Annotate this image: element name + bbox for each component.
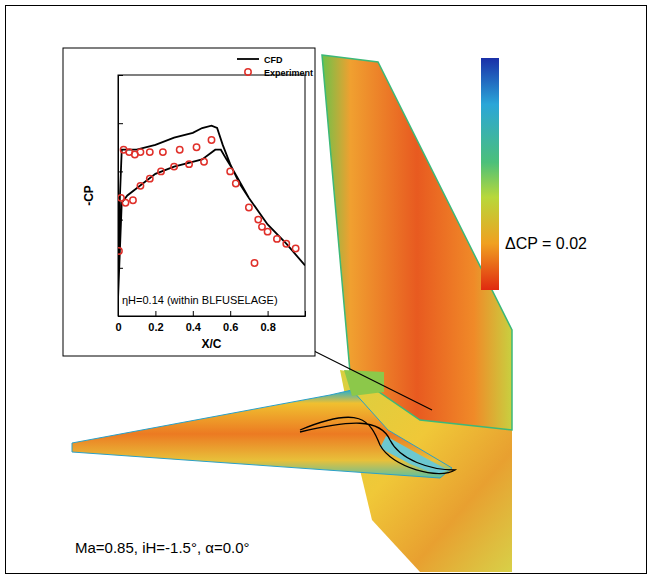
plot-area <box>118 126 305 300</box>
x-axis-title: X/C <box>201 337 221 351</box>
data-point <box>158 168 164 174</box>
section-cut <box>300 417 455 473</box>
y-tick <box>118 123 123 124</box>
data-line <box>118 126 305 300</box>
x-tick-label: 0 <box>115 321 121 333</box>
y-tick <box>118 316 123 317</box>
data-point <box>259 224 265 230</box>
x-tick: 0.8 <box>260 311 275 333</box>
x-tick: 0.4 <box>186 311 202 333</box>
data-point <box>292 245 298 251</box>
data-point <box>160 149 166 155</box>
y-tick-mark <box>118 316 123 317</box>
legend-symbol <box>237 58 259 60</box>
data-point <box>264 228 270 234</box>
data-point <box>171 163 177 169</box>
vertical-tail <box>322 55 512 430</box>
data-point <box>177 147 183 153</box>
data-point <box>274 236 280 242</box>
data-point <box>130 197 136 203</box>
x-tick-label: 0.8 <box>260 321 275 333</box>
x-tick: 0.2 <box>148 311 163 333</box>
y-axis-title: -CP <box>82 185 96 206</box>
y-tick-mark <box>118 123 123 124</box>
data-point <box>147 175 153 181</box>
legend-label: CFD <box>264 55 283 65</box>
color-bar <box>481 58 499 290</box>
y-tick-mark <box>118 75 123 76</box>
x-tick-mark <box>268 311 269 316</box>
x-tick-label: 0.4 <box>186 321 202 333</box>
data-point <box>193 144 199 150</box>
inset-frame <box>63 48 315 356</box>
data-point <box>118 248 122 254</box>
legend-label: Experiment <box>264 68 313 78</box>
data-point <box>251 260 257 266</box>
arrow <box>300 344 432 410</box>
legend-symbol <box>245 69 251 75</box>
x-tick: 0.6 <box>223 311 238 333</box>
station-label: ηH=0.14 (within BLFUSELAGE) <box>122 294 278 306</box>
x-tick-label: 0.6 <box>223 321 238 333</box>
x-tick-mark <box>230 311 231 316</box>
data-point <box>137 149 143 155</box>
data-point <box>233 180 239 186</box>
data-point <box>255 216 261 222</box>
horizontal-tail <box>72 390 452 478</box>
x-tick-mark <box>193 311 194 316</box>
frame <box>6 6 647 574</box>
data-point <box>186 161 192 167</box>
x-tick-mark <box>155 311 156 316</box>
data-point <box>122 200 128 206</box>
plot-frame <box>118 75 305 316</box>
condition-label: Ma=0.85, iH=-1.5°, α=0.0° <box>75 539 250 556</box>
figure: ΔCP = 0.02Ma=0.85, iH=-1.5°, α=0.0°00.20… <box>0 0 652 579</box>
data-point <box>246 204 252 210</box>
x-tick-label: 0.2 <box>148 321 163 333</box>
colorbar-label: ΔCP = 0.02 <box>505 235 587 252</box>
data-point <box>201 159 207 165</box>
data-point <box>227 168 233 174</box>
data-point <box>137 183 143 189</box>
data-point <box>208 137 214 143</box>
data-point <box>147 149 153 155</box>
x-axis: 0 0.2 0.4 0.6 0.8 <box>115 311 305 333</box>
x-axis-line <box>119 311 306 317</box>
legend: CFD Experiment <box>237 55 313 78</box>
y-tick <box>118 75 123 76</box>
data-point <box>283 241 289 247</box>
